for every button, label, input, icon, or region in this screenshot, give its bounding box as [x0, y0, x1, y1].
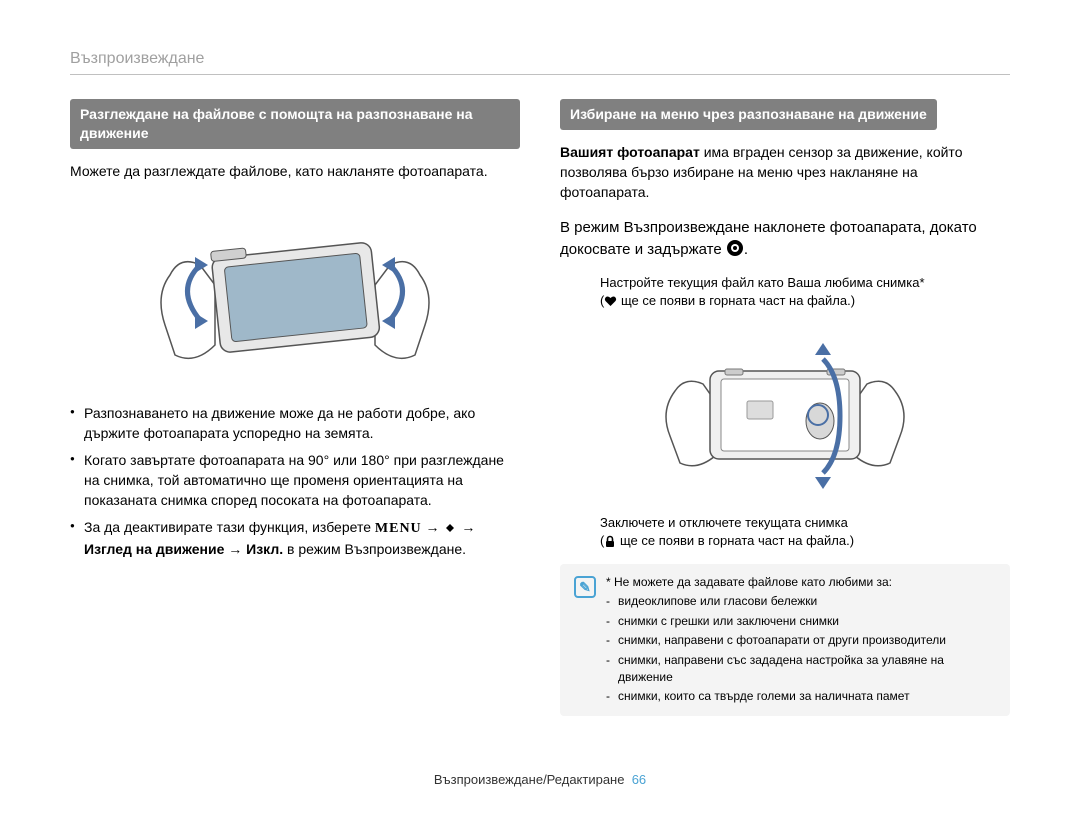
note-item: снимки, направени със зададена настройка… — [606, 652, 996, 687]
heart-icon — [604, 295, 617, 308]
note-content: * Не можете да задавате файлове като люб… — [606, 574, 996, 706]
right-column: Избиране на меню чрез разпознаване на дв… — [560, 99, 1010, 716]
arrow-sep: → — [422, 519, 444, 535]
note-lead: * Не можете да задавате файлове като люб… — [606, 574, 996, 591]
caption-line: Настройте текущия файл като Ваша любима … — [600, 275, 925, 290]
illustration-gesture-menu — [560, 321, 1010, 496]
left-bullets: Разпознаването на движение може да не ра… — [70, 403, 520, 559]
footer-label: Възпроизвеждане/Редактиране — [434, 772, 625, 787]
right-intro: Вашият фотоапарат има вграден сензор за … — [560, 142, 1010, 203]
page-footer: Възпроизвеждане/Редактиране 66 — [0, 772, 1080, 787]
note-list: видеоклипове или гласови бележки снимки … — [606, 593, 996, 705]
left-intro: Можете да разглеждате файлове, като накл… — [70, 161, 520, 181]
camera-touch-illustration — [655, 321, 915, 496]
bullet-item: Разпознаването на движение може да не ра… — [70, 403, 520, 444]
left-section-banner: Разглеждане на файлове с помощта на разп… — [70, 99, 520, 149]
arrow-sep: → — [457, 519, 475, 535]
bullet-text: За да деактивирате тази функция, изберет… — [84, 519, 375, 535]
lock-icon — [604, 535, 616, 548]
note-item: снимки с грешки или заключени снимки — [606, 613, 996, 630]
camera-tilt-illustration — [145, 195, 445, 385]
note-box: ✎ * Не можете да задавате файлове като л… — [560, 564, 1010, 716]
bold-segment: Изглед на движение → Изкл. — [84, 541, 283, 557]
caption-favorite: Настройте текущия файл като Ваша любима … — [600, 274, 970, 310]
illustration-tilt-browse — [70, 195, 520, 385]
page-number: 66 — [632, 772, 646, 787]
left-column: Разглеждане на файлове с помощта на разп… — [70, 99, 520, 716]
note-item: снимки, които са твърде големи за наличн… — [606, 688, 996, 705]
caption-line: ще се появи в горната част на файла.) — [616, 533, 854, 548]
bullet-text: в режим Възпроизвеждане. — [283, 541, 466, 557]
content-columns: Разглеждане на файлове с помощта на разп… — [70, 99, 1010, 716]
caption-line: Заключете и отключете текущата снимка — [600, 515, 848, 530]
note-item: видеоклипове или гласови бележки — [606, 593, 996, 610]
heart-down-icon — [443, 521, 457, 535]
gesture-hold-icon — [726, 239, 744, 257]
page-header: Възпроизвеждане — [70, 50, 1010, 75]
note-icon: ✎ — [574, 576, 596, 598]
bullet-item: За да деактивирате тази функция, изберет… — [70, 517, 520, 560]
right-section-banner: Избиране на меню чрез разпознаване на дв… — [560, 99, 937, 130]
menu-label: MENU — [375, 521, 422, 536]
right-step: В режим Възпроизвеждане наклонете фотоап… — [560, 217, 1010, 261]
step-text: . — [744, 241, 748, 258]
caption-line: ще се появи в горната част на файла.) — [617, 293, 855, 308]
bold-lead: Вашият фотоапарат — [560, 144, 700, 160]
step-text: В режим Възпроизвеждане наклонете фотоап… — [560, 219, 977, 258]
note-item: снимки, направени с фотоапарати от други… — [606, 632, 996, 649]
bullet-item: Когато завъртате фотоапарата на 90° или … — [70, 450, 520, 511]
header-title: Възпроизвеждане — [70, 50, 204, 67]
caption-lock: Заключете и отключете текущата снимка ( … — [600, 514, 970, 550]
